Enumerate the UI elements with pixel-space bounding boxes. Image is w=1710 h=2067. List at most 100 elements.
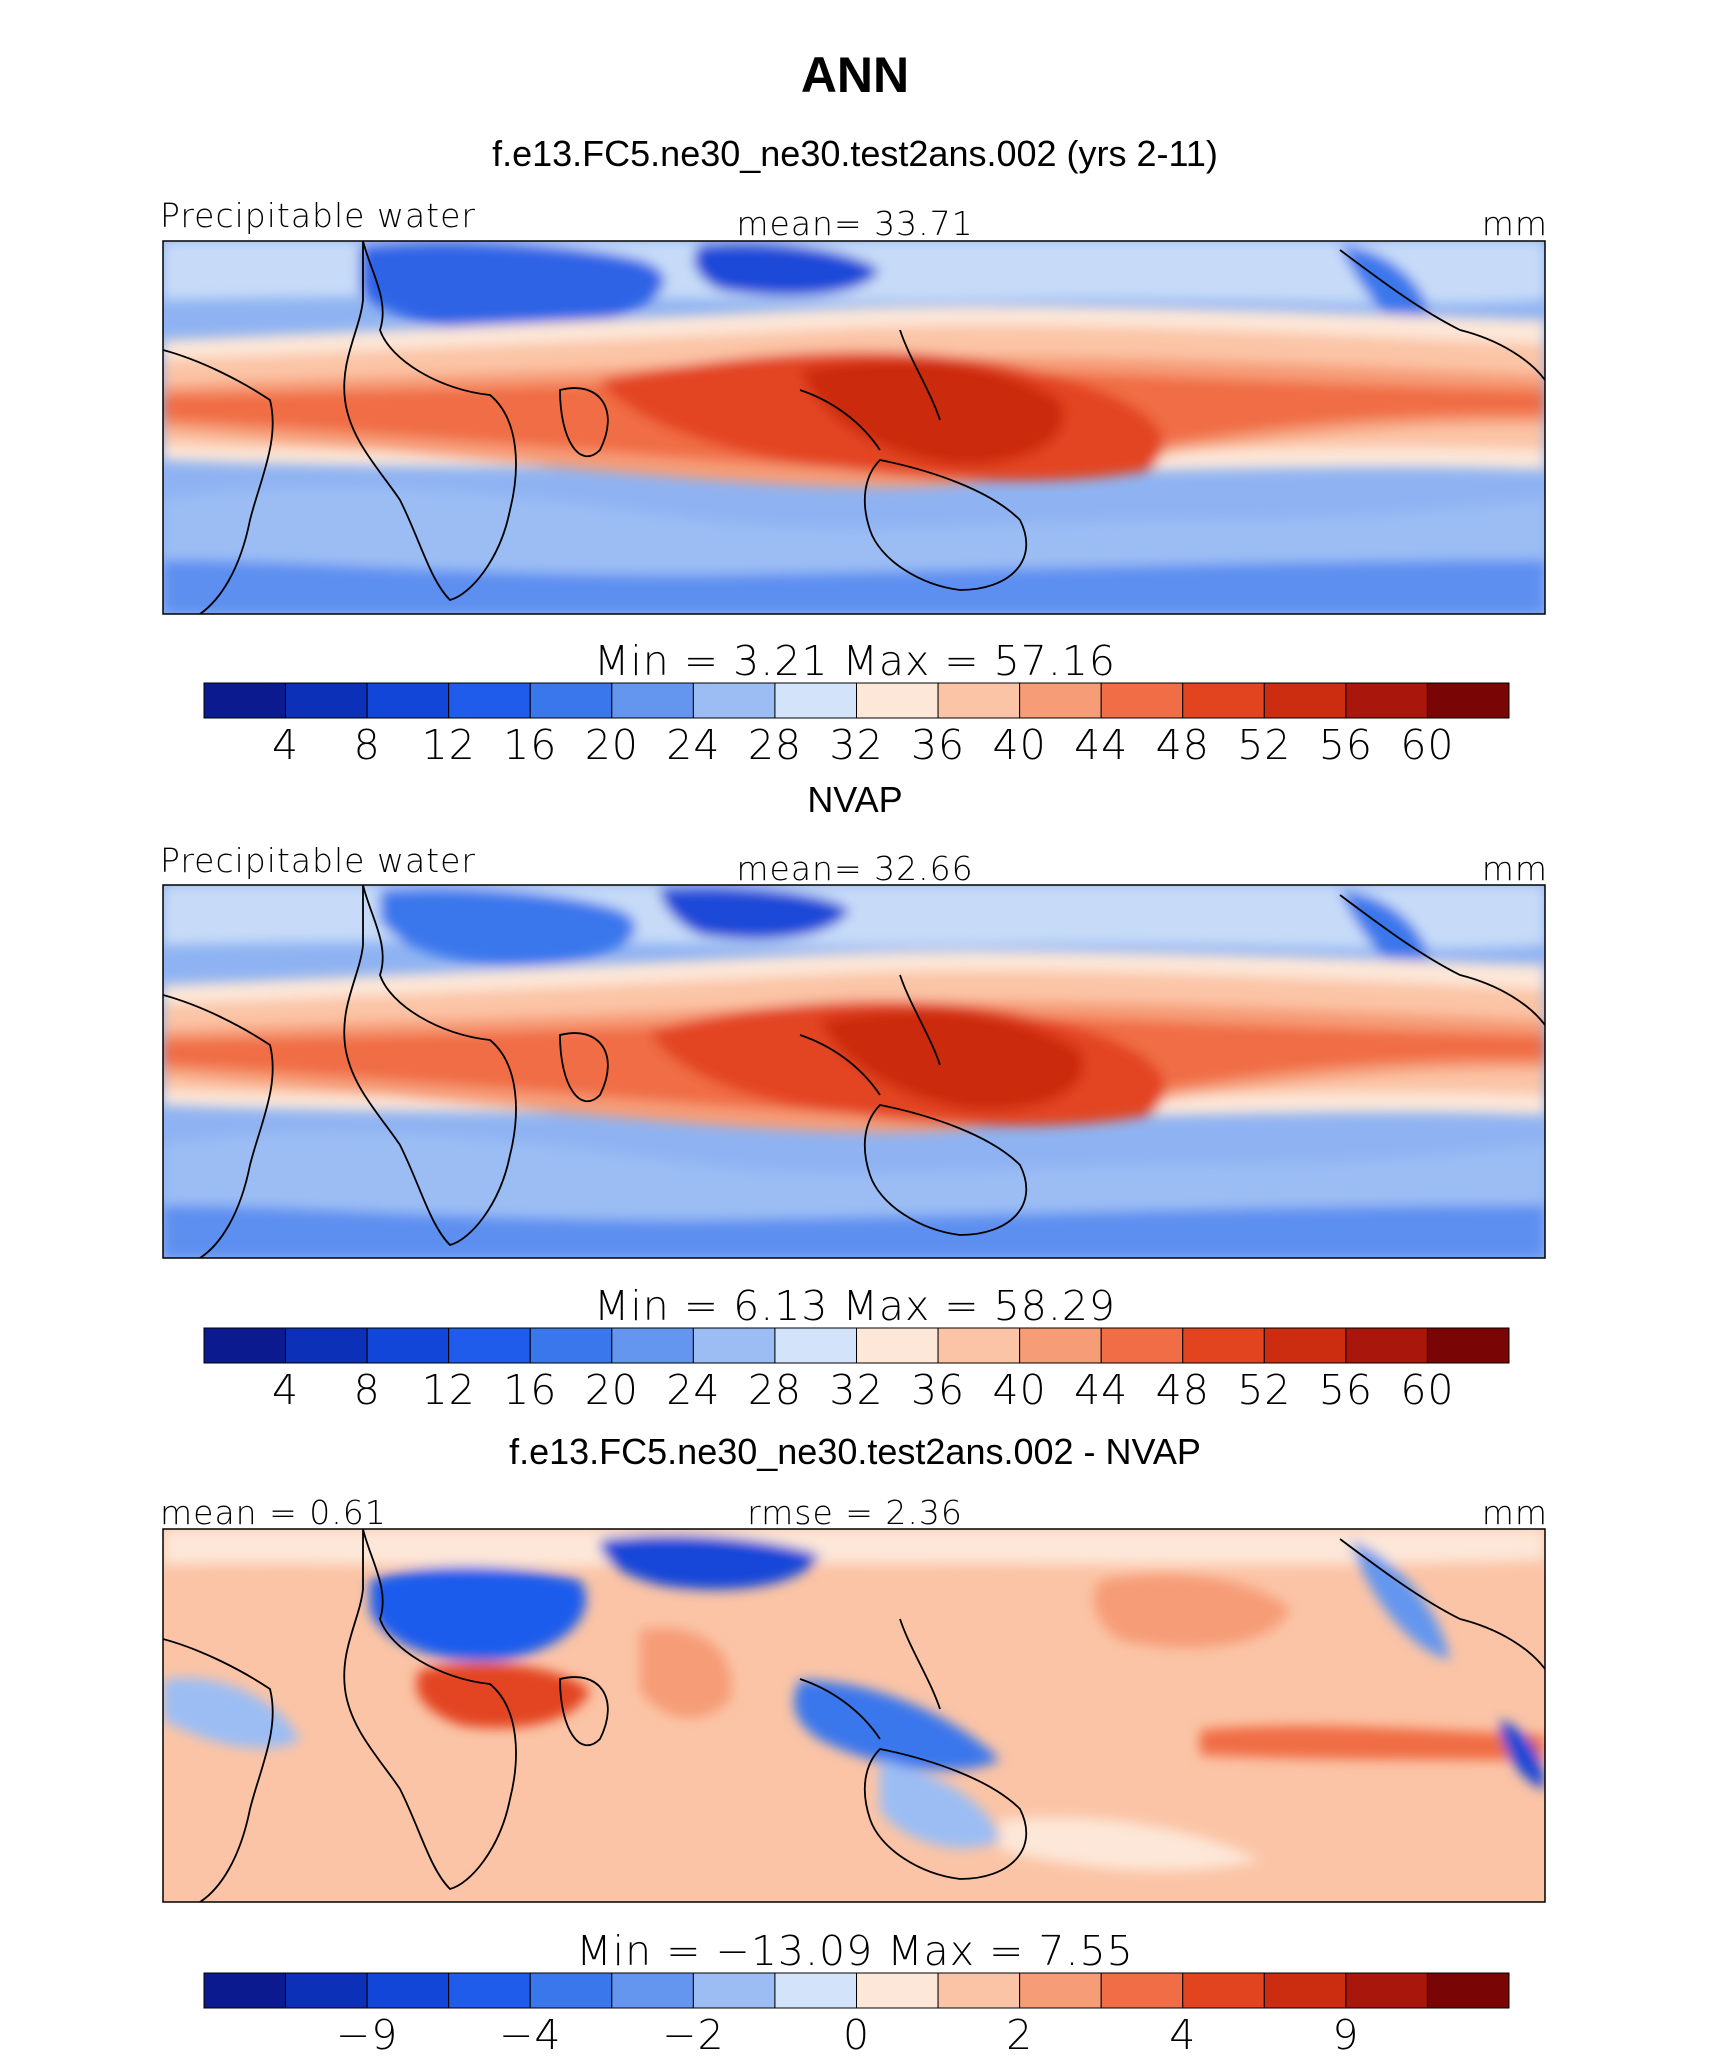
colorbar-swatch [1345, 1327, 1428, 1364]
colorbar: −9 −4 −2 0 2 4 9 [203, 1972, 1510, 2059]
colorbar-swatch [1345, 1972, 1428, 2009]
colorbar-swatch [1182, 682, 1265, 719]
colorbar-tick-label: 16 [503, 721, 557, 769]
colorbar-tick-label: 52 [1237, 721, 1291, 769]
colorbar-tick-label: −4 [499, 2011, 561, 2059]
colorbar-tick-label: 32 [829, 721, 883, 769]
mean-label: mean= 33.71 [736, 204, 973, 243]
coastlines [163, 885, 1545, 1258]
colorbar-tick-label: 40 [993, 1366, 1047, 1414]
figure-title: ANN [801, 47, 909, 103]
colorbar-tick-label: −2 [662, 2011, 724, 2059]
colorbar-swatch [203, 1972, 287, 2009]
colorbar-swatch [1182, 1972, 1265, 2009]
colorbar-swatch [203, 682, 287, 719]
colorbar-tick-label: 56 [1319, 1366, 1373, 1414]
colorbar-swatch [1426, 682, 1510, 719]
rmse-label: rmse = 2.36 [747, 1493, 963, 1532]
colorbar-swatch [1100, 1327, 1184, 1364]
colorbar-tick-label: 20 [585, 1366, 639, 1414]
colorbar-swatch [529, 1972, 613, 2009]
colorbar-swatch [448, 682, 531, 719]
colorbar-swatch [529, 682, 613, 719]
colorbar-tick-label: 56 [1319, 721, 1373, 769]
colorbar-tick-label: 44 [1074, 1366, 1128, 1414]
colorbar-swatch [692, 682, 776, 719]
min-max-label: Min = 6.13 Max = 58.29 [594, 1282, 1116, 1330]
colorbar-tick-label: 32 [829, 1366, 883, 1414]
mean-label: mean= 32.66 [736, 849, 973, 888]
colorbar-swatch [529, 1327, 613, 1364]
panel-observation: NVAP Precipitable water mean= 32.66 mm [160, 779, 1548, 1414]
units-label: mm [1482, 849, 1548, 888]
variable-label: Precipitable water [160, 196, 476, 235]
colorbar-tick-label: 12 [422, 721, 476, 769]
colorbar-tick-label: 36 [911, 1366, 965, 1414]
colorbar-tick-label: 16 [503, 1366, 557, 1414]
colorbar-tick-label: 60 [1400, 1366, 1454, 1414]
colorbar-tick-label: 60 [1400, 721, 1454, 769]
colorbar-tick-label: 48 [1156, 1366, 1210, 1414]
map-field [163, 1529, 1545, 1902]
colorbar-swatch [366, 1327, 450, 1364]
colorbar-swatch [1426, 1972, 1510, 2009]
colorbar-tick-label: 9 [1332, 2011, 1359, 2059]
colorbar-swatch [774, 1327, 857, 1364]
map-frame [162, 240, 1546, 615]
colorbar-swatch [1426, 1327, 1510, 1364]
colorbar-swatch [448, 1327, 531, 1364]
colorbar-tick-label: 12 [422, 1366, 476, 1414]
min-max-label: Min = −13.09 Max = 7.55 [576, 1927, 1133, 1975]
colorbar-swatch [856, 682, 939, 719]
colorbar-tick-label: 20 [585, 721, 639, 769]
colorbar-swatch [366, 1972, 450, 2009]
colorbar-swatch [856, 1327, 939, 1364]
colorbar-tick-label: 28 [748, 1366, 802, 1414]
colorbar-swatch [448, 1972, 531, 2009]
colorbar: 4 8 12 16 20 24 28 32 36 40 44 48 52 56 60 [203, 1327, 1510, 1414]
panel-difference: f.e13.FC5.ne30_ne30.test2ans.002 - NVAP … [160, 1431, 1547, 2059]
colorbar-tick-label: 40 [993, 721, 1047, 769]
map-frame [162, 1528, 1546, 1903]
colorbar-swatch [774, 682, 857, 719]
colorbar-swatch [1263, 1972, 1347, 2009]
panel-title: NVAP [807, 779, 902, 820]
colorbar-swatch [366, 682, 450, 719]
colorbar-swatch [937, 1327, 1021, 1364]
colorbar-swatch [774, 1972, 857, 2009]
colorbar-tick-label: 52 [1237, 1366, 1291, 1414]
map-field [163, 241, 1545, 614]
colorbar-swatch [1263, 1327, 1347, 1364]
coastlines [163, 241, 1545, 614]
colorbar-swatch [1182, 1327, 1265, 1364]
colorbar-swatch [1019, 1972, 1102, 2009]
colorbar-swatch [285, 1327, 368, 1364]
colorbar-swatch [1019, 1327, 1102, 1364]
colorbar-tick-label: 48 [1156, 721, 1210, 769]
colorbar-tick-label: 0 [843, 2011, 870, 2059]
colorbar-tick-label: 44 [1074, 721, 1128, 769]
colorbar-swatch [937, 682, 1021, 719]
colorbar-swatch [937, 1972, 1021, 2009]
colorbar-swatch [1345, 682, 1428, 719]
colorbar-swatch [611, 1972, 694, 2009]
panel-title: f.e13.FC5.ne30_ne30.test2ans.002 (yrs 2-… [492, 133, 1218, 174]
colorbar-swatch [1100, 682, 1184, 719]
panel-model: f.e13.FC5.ne30_ne30.test2ans.002 (yrs 2-… [160, 133, 1548, 769]
colorbar-swatch [1263, 682, 1347, 719]
coastlines [163, 1529, 1545, 1902]
colorbar-tick-label: 24 [666, 721, 720, 769]
colorbar-swatch [611, 682, 694, 719]
colorbar-tick-label: 4 [1169, 2011, 1196, 2059]
colorbar-tick-label: −9 [336, 2011, 398, 2059]
colorbar-tick-label: 28 [748, 721, 802, 769]
colorbar-tick-label: 8 [354, 721, 381, 769]
colorbar-swatch [692, 1972, 776, 2009]
map-field [163, 885, 1545, 1258]
colorbar-swatch [285, 682, 368, 719]
colorbar-tick-label: 36 [911, 721, 965, 769]
mean-label: mean = 0.61 [160, 1493, 387, 1532]
units-label: mm [1482, 204, 1548, 243]
colorbar-swatch [203, 1327, 287, 1364]
